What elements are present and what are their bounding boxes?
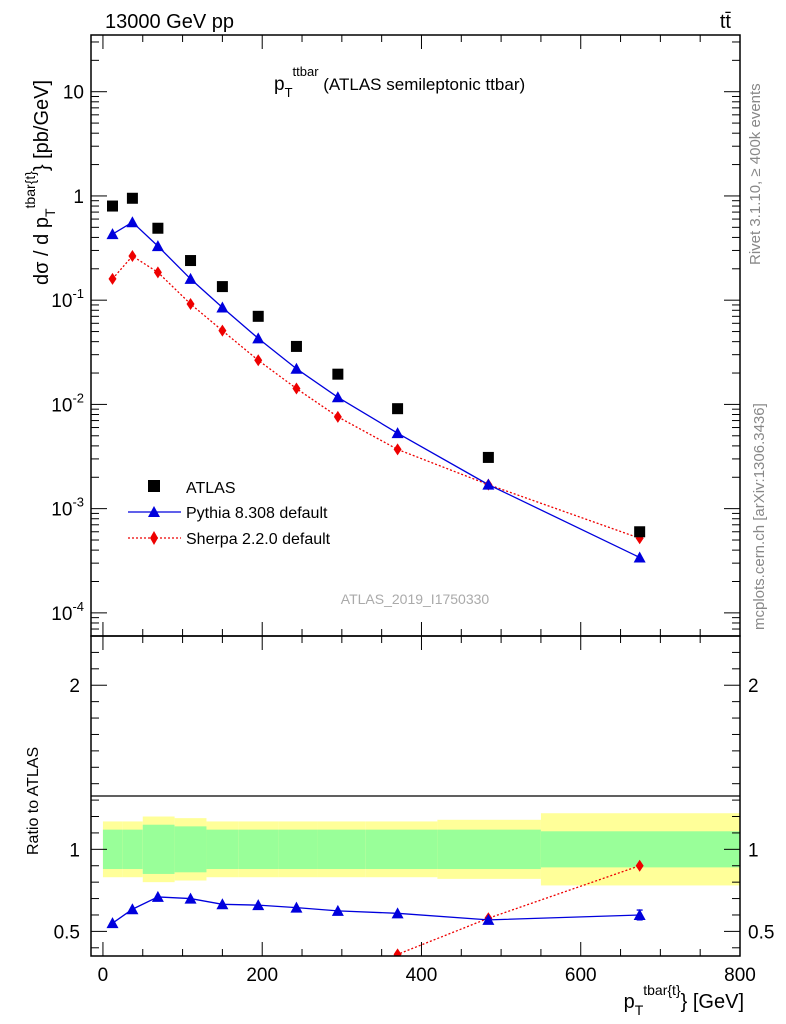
pythia-ratio-point: [106, 917, 119, 929]
main-y-tick-label: 10-2: [51, 390, 84, 416]
pythia-ratio-point: [290, 901, 303, 913]
sherpa-point: [153, 266, 162, 279]
atlas-point: [392, 403, 404, 415]
axes-layer: 0 200 400 600 800 10-4 10-3 10-2 10-1 1 10 0.5 0.5 1 1…: [51, 35, 774, 986]
pythia-point: [216, 301, 229, 313]
pythia-ratio-point: [216, 898, 229, 910]
sherpa-point: [108, 272, 117, 285]
pythia-point: [482, 478, 495, 490]
sherpa-point: [186, 297, 195, 310]
legend-sherpa-label: Sherpa 2.2.0 default: [186, 531, 331, 548]
pythia-ratio-point: [252, 899, 265, 911]
ratio-band-inner-bin: [437, 829, 541, 870]
process-label: tt̄: [720, 11, 732, 33]
main-plot-layer: [106, 192, 646, 563]
pythia-ratio-point: [151, 890, 164, 902]
ratio-band-inner-bin: [122, 829, 143, 870]
atlas-point: [634, 526, 646, 538]
pythia-point: [331, 391, 344, 403]
sherpa-point: [393, 443, 402, 456]
x-axis-label: pTtbar{t}} [GeV]: [624, 982, 744, 1018]
ratio-band-inner-bin: [142, 824, 175, 874]
ratio-y-tick-label: 0.5: [54, 922, 80, 943]
main-y-tick-label: 10-1: [51, 286, 84, 312]
pythia-ratio-point: [482, 913, 495, 925]
legend-pythia-label: Pythia 8.308 default: [186, 505, 328, 522]
pythia-point: [151, 240, 164, 252]
ratio-y-tick-label: 2: [69, 676, 80, 697]
pythia-point: [106, 228, 119, 240]
pythia-ratio-point: [126, 903, 139, 915]
plot-title: pTttbar (ATLAS semileptonic ttbar): [274, 64, 525, 100]
ratio-y-tick-label-right: 0.5: [748, 922, 774, 943]
pythia-point: [126, 216, 139, 228]
pythia-ratio-point: [184, 892, 197, 904]
ratio-uncertainty-band: [102, 813, 740, 886]
x-tick-label: 800: [724, 965, 756, 986]
ratio-y-tick-label: 1: [69, 840, 80, 861]
atlas-point: [185, 255, 197, 267]
atlas-point: [290, 340, 302, 352]
legend-atlas-label: ATLAS: [186, 480, 236, 497]
ratio-band-inner-bin: [174, 826, 207, 873]
main-y-tick-label: 10-3: [51, 495, 84, 521]
sherpa-point: [218, 324, 227, 337]
ratio-y-axis-label: Ratio to ATLAS: [25, 747, 42, 855]
main-y-tick-label: 10-4: [51, 599, 84, 625]
legend: ATLAS Pythia 8.308 default Sherpa 2.2.0 …: [128, 480, 331, 548]
sherpa-ratio-point: [635, 859, 644, 872]
sherpa-point: [128, 250, 137, 263]
x-tick-label: 600: [565, 965, 597, 986]
sherpa-point: [292, 382, 301, 395]
atlas-point: [126, 192, 138, 204]
sherpa-point: [333, 410, 342, 423]
ratio-y-tick-label-right: 2: [748, 676, 759, 697]
ratio-band-inner-bin: [206, 829, 239, 870]
legend-atlas-marker: [148, 480, 160, 492]
ratio-plot-frame: [90, 635, 741, 957]
ratio-band-inner-bin: [238, 829, 279, 870]
x-tick-label: 400: [406, 965, 438, 986]
ratio-band-inner-bin: [102, 829, 123, 870]
main-y-tick-label: 10: [63, 83, 84, 104]
atlas-point: [252, 310, 264, 322]
ratio-plot-layer: [106, 859, 646, 956]
x-tick-label: 0: [98, 965, 109, 986]
ratio-band-inner-bin: [278, 829, 318, 870]
pythia-point: [633, 551, 646, 563]
legend-sherpa-marker: [150, 531, 158, 545]
ratio-y-tick-label-right: 1: [748, 840, 759, 861]
mcplots-label: mcplots.cern.ch [arXiv:1306.3436]: [751, 403, 768, 630]
legend-pythia-marker: [148, 506, 160, 517]
atlas-point: [482, 451, 494, 463]
pythia-ratio-point: [391, 907, 404, 919]
energy-label: 13000 GeV pp: [105, 11, 234, 33]
sherpa-ratio-point: [393, 948, 402, 956]
ratio-band-inner-bin: [317, 829, 366, 870]
atlas-point: [332, 368, 344, 380]
atlas-point: [107, 200, 119, 212]
sherpa-line: [112, 255, 640, 539]
sherpa-point: [254, 354, 263, 367]
x-tick-label: 200: [246, 965, 278, 986]
main-y-axis-label: dσ / d pTtbar{t}} [pb/GeV]: [22, 80, 58, 285]
pythia-ratio-point: [331, 904, 344, 916]
main-y-tick-label: 1: [73, 187, 84, 208]
ratio-band-inner-bin: [365, 829, 438, 870]
pythia-ratio-point: [633, 908, 646, 920]
atlas-point: [152, 222, 164, 234]
pythia-point: [290, 362, 303, 374]
rivet-label: Rivet 3.1.10, ≥ 400k events: [747, 83, 764, 265]
pythia-point: [252, 332, 265, 344]
pythia-point: [184, 272, 197, 284]
pythia-point: [391, 427, 404, 439]
analysis-watermark: ATLAS_2019_I1750330: [341, 591, 490, 607]
atlas-point: [216, 281, 228, 293]
